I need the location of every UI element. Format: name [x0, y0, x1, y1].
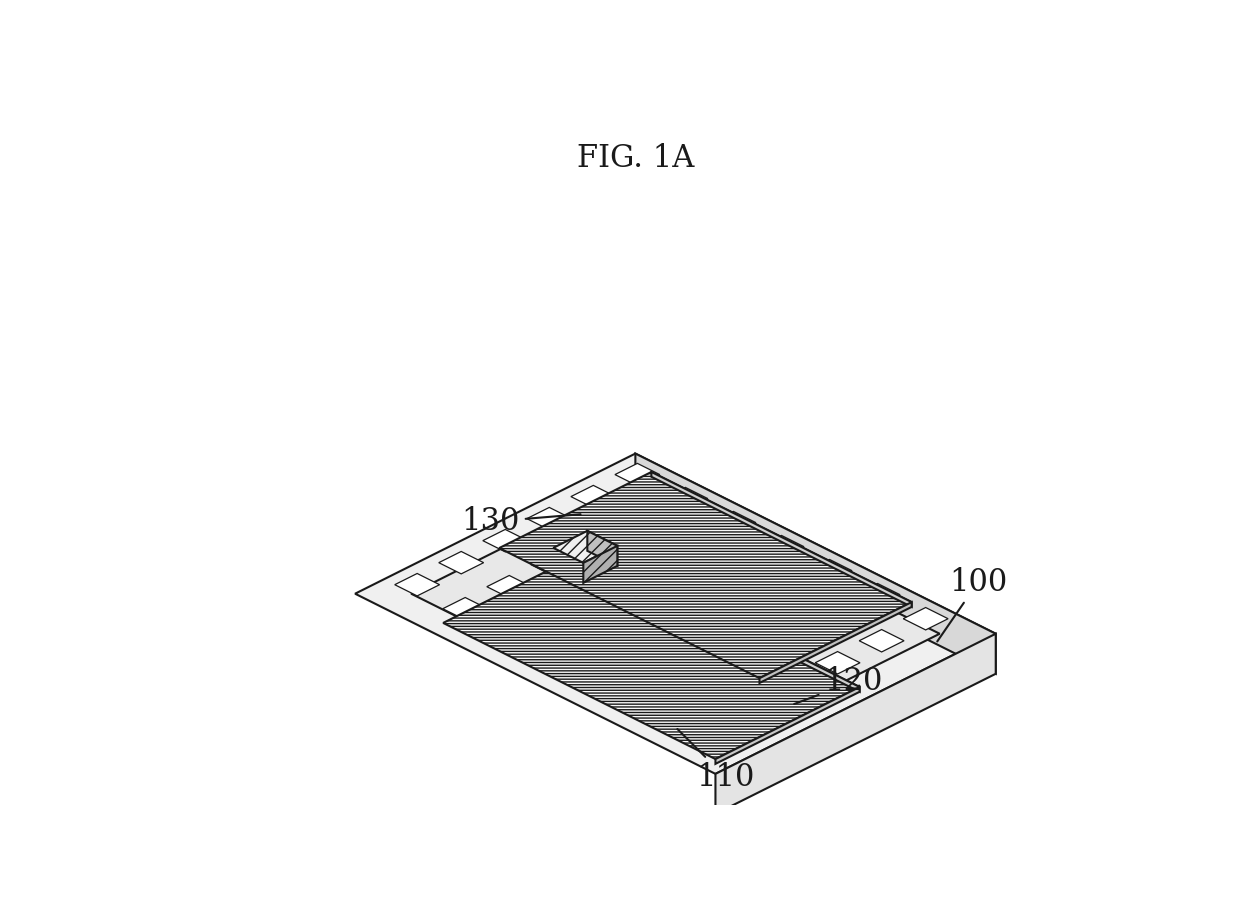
Polygon shape — [527, 508, 571, 529]
Polygon shape — [715, 687, 860, 764]
Polygon shape — [760, 536, 804, 557]
Polygon shape — [587, 670, 632, 692]
Polygon shape — [499, 472, 912, 678]
Polygon shape — [483, 529, 528, 552]
Polygon shape — [579, 577, 623, 600]
Text: FIG. 1A: FIG. 1A — [576, 143, 694, 175]
Polygon shape — [727, 696, 772, 718]
Polygon shape — [411, 481, 939, 746]
Polygon shape — [584, 546, 617, 583]
Polygon shape — [760, 602, 912, 683]
Polygon shape — [763, 582, 808, 604]
Polygon shape — [615, 463, 660, 486]
Text: 100: 100 — [937, 567, 1007, 642]
Polygon shape — [636, 453, 996, 674]
Polygon shape — [652, 472, 912, 607]
Polygon shape — [667, 533, 712, 556]
Polygon shape — [903, 607, 948, 630]
Polygon shape — [719, 604, 764, 626]
Polygon shape — [535, 599, 580, 622]
Polygon shape — [539, 645, 584, 668]
Polygon shape — [530, 554, 576, 576]
Polygon shape — [587, 551, 860, 691]
Polygon shape — [487, 576, 532, 598]
Polygon shape — [575, 531, 620, 554]
Polygon shape — [683, 718, 727, 740]
Polygon shape — [623, 556, 668, 578]
Polygon shape — [767, 627, 812, 650]
Polygon shape — [711, 511, 756, 534]
Polygon shape — [812, 605, 856, 628]
Polygon shape — [679, 672, 724, 694]
Polygon shape — [663, 488, 707, 510]
Polygon shape — [582, 624, 628, 646]
Polygon shape — [715, 557, 760, 580]
Polygon shape — [444, 551, 860, 759]
Polygon shape — [627, 602, 672, 624]
Polygon shape — [356, 453, 996, 774]
Polygon shape — [771, 673, 817, 696]
Polygon shape — [815, 652, 860, 674]
Polygon shape — [587, 531, 617, 566]
Polygon shape — [855, 584, 900, 606]
Polygon shape — [675, 625, 720, 648]
Polygon shape — [442, 597, 488, 620]
Polygon shape — [715, 634, 996, 814]
Polygon shape — [395, 574, 440, 595]
Polygon shape — [724, 650, 768, 672]
Polygon shape — [439, 551, 483, 574]
Polygon shape — [631, 648, 675, 670]
Polygon shape — [807, 559, 852, 582]
Polygon shape — [571, 485, 616, 508]
Text: 120: 120 — [794, 666, 882, 704]
Text: 130: 130 — [462, 506, 581, 538]
Polygon shape — [554, 531, 617, 563]
Polygon shape — [859, 630, 904, 652]
Polygon shape — [634, 693, 680, 716]
Polygon shape — [672, 579, 716, 602]
Text: 110: 110 — [678, 729, 755, 793]
Polygon shape — [491, 622, 535, 644]
Polygon shape — [620, 510, 664, 532]
